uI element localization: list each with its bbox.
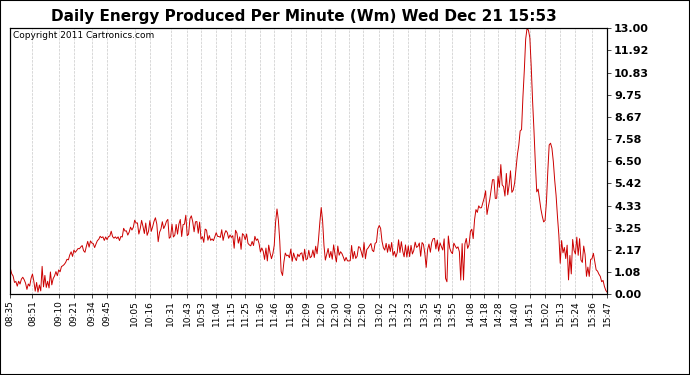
Text: Copyright 2011 Cartronics.com: Copyright 2011 Cartronics.com (13, 31, 155, 40)
Text: Daily Energy Produced Per Minute (Wm) Wed Dec 21 15:53: Daily Energy Produced Per Minute (Wm) We… (51, 9, 556, 24)
